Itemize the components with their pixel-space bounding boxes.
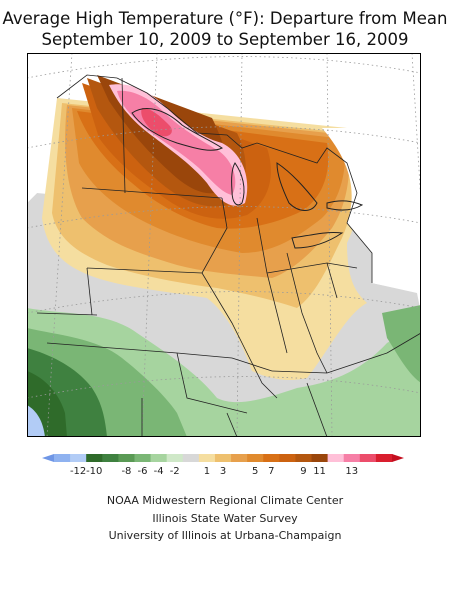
map-border bbox=[27, 53, 421, 437]
legend-label: 5 bbox=[252, 466, 258, 477]
legend-swatch bbox=[54, 454, 71, 462]
legend-swatch bbox=[343, 454, 361, 462]
legend-label: 7 bbox=[268, 466, 274, 477]
legend-swatch bbox=[279, 454, 296, 462]
legend-swatch bbox=[182, 454, 200, 462]
legend-label: 13 bbox=[345, 466, 358, 477]
map-title: Average High Temperature (°F): Departure… bbox=[2, 9, 448, 28]
legend-label: 9 bbox=[300, 466, 306, 477]
no-data-west bbox=[27, 53, 82, 203]
legend-left-arrow bbox=[42, 454, 54, 462]
temperature-departure-map bbox=[27, 53, 421, 437]
legend-swatch bbox=[327, 454, 345, 462]
legend-label: -6 bbox=[138, 466, 148, 477]
legend-swatch bbox=[375, 454, 393, 462]
legend-swatch bbox=[150, 454, 168, 462]
legend-label: -2 bbox=[170, 466, 180, 477]
legend-swatch bbox=[231, 454, 248, 462]
legend-swatch bbox=[263, 454, 280, 462]
color-legend: -12 -10 -8 -6 -4 -2 1 3 5 7 9 11 13 bbox=[42, 454, 404, 477]
legend-swatch bbox=[295, 454, 312, 462]
legend-label: 1 bbox=[204, 466, 210, 477]
legend-swatch bbox=[134, 454, 151, 462]
legend-swatch bbox=[118, 454, 135, 462]
credit-uiuc: University of Illinois at Urbana-Champai… bbox=[108, 529, 342, 542]
legend-swatch bbox=[166, 454, 184, 462]
legend-swatch bbox=[86, 454, 103, 462]
legend-right-arrow bbox=[392, 454, 404, 462]
no-data-east bbox=[322, 128, 421, 293]
legend-label: -4 bbox=[154, 466, 164, 477]
legend-labels: -12 -10 -8 -6 -4 -2 1 3 5 7 9 11 13 bbox=[70, 466, 358, 477]
great-lakes-outlines bbox=[131, 108, 364, 249]
legend-swatch bbox=[247, 454, 264, 462]
no-data-north bbox=[27, 53, 421, 128]
legend-swatch bbox=[198, 454, 216, 462]
legend-swatch bbox=[102, 454, 119, 462]
green-east bbox=[382, 305, 421, 383]
state-boundaries bbox=[36, 74, 421, 437]
blue-corner bbox=[27, 405, 45, 437]
legend-label: -8 bbox=[121, 466, 131, 477]
legend-swatch bbox=[214, 454, 232, 462]
legend-label: -12 bbox=[70, 466, 86, 477]
legend-swatches bbox=[42, 454, 404, 462]
credit-noaa: NOAA Midwestern Regional Climate Center bbox=[106, 494, 344, 507]
legend-swatch bbox=[359, 454, 377, 462]
legend-label: 11 bbox=[313, 466, 326, 477]
legend-swatch bbox=[70, 454, 87, 462]
graticule-lines bbox=[27, 53, 421, 437]
legend-label: 3 bbox=[220, 466, 226, 477]
pink-hot-region bbox=[141, 108, 172, 137]
legend-label: -10 bbox=[86, 466, 102, 477]
legend-swatch bbox=[311, 454, 329, 462]
map-date-range: September 10, 2009 to September 16, 2009 bbox=[41, 30, 409, 49]
credit-isws: Illinois State Water Survey bbox=[152, 512, 298, 525]
